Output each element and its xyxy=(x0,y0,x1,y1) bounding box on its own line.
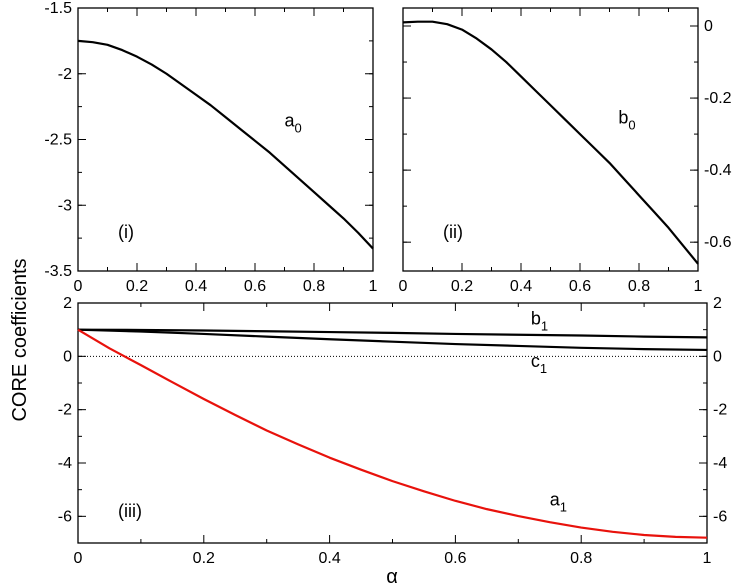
x-tick-label: 0.4 xyxy=(510,278,532,295)
y-tick-label-right: 2 xyxy=(713,295,722,312)
x-tick-label: 0.4 xyxy=(185,278,207,295)
plot-frame xyxy=(77,302,708,544)
series-line-b0 xyxy=(402,20,699,265)
x-tick-label: 1 xyxy=(694,278,703,295)
panel-label: (i) xyxy=(118,222,134,242)
y-tick-label: -2.5 xyxy=(44,132,72,149)
y-tick-label: -3 xyxy=(58,197,72,214)
y-tick-label: -2 xyxy=(58,66,72,83)
y-tick-label-right: -2 xyxy=(713,402,727,419)
y-tick-label: -6 xyxy=(58,508,72,525)
series-label-a0: a0 xyxy=(285,110,302,135)
series-line-c1 xyxy=(77,328,708,352)
panel-3: 0 0.2 0.4 0.6 0.8 1 2 2 0 0 -2 -2 -4 -4 -6 -6 b1 c1 a1 (iii… xyxy=(58,295,728,567)
x-tick-label: 0.6 xyxy=(569,278,591,295)
y-axis-title: CORE coefficients xyxy=(9,258,31,421)
y-tick-label-right: -6 xyxy=(713,508,727,525)
x-tick-label: 0.4 xyxy=(318,550,340,567)
series-line-a0 xyxy=(77,39,374,250)
x-tick-label: 0.8 xyxy=(303,278,325,295)
x-tick-label: 1 xyxy=(703,550,712,567)
y-tick-label: -1.5 xyxy=(44,0,72,17)
series-label-a1: a1 xyxy=(550,490,567,515)
panel-label: (iii) xyxy=(118,501,142,521)
y-tick-label-right: 0 xyxy=(713,348,722,365)
x-tick-label: 0.2 xyxy=(451,278,473,295)
panel-2: 0 0.2 0.4 0.6 0.8 1 0 -0.2 -0.4 -0.6 b0 (ii) xyxy=(399,7,732,295)
y-tick-label: -2 xyxy=(58,402,72,419)
x-tick-label: 0 xyxy=(399,278,408,295)
x-tick-label: 0.6 xyxy=(244,278,266,295)
y-tick-label-right: -0.4 xyxy=(704,162,732,179)
panel-1: 0 0.2 0.4 0.6 0.8 1 -1.5 -2 -2.5 -3 -3.5 a0 (i) xyxy=(44,0,377,295)
x-tick-label: 0.8 xyxy=(570,550,592,567)
panel-label: (ii) xyxy=(443,222,463,242)
x-tick-label: 0.2 xyxy=(193,550,215,567)
series-line-a1 xyxy=(77,328,708,539)
y-tick-label: 0 xyxy=(63,348,72,365)
x-tick-label: 0.8 xyxy=(628,278,650,295)
series-label-b1: b1 xyxy=(531,308,548,333)
x-tick-label: 0 xyxy=(74,550,83,567)
y-tick-label-right: -4 xyxy=(713,455,727,472)
x-tick-label: 0.2 xyxy=(126,278,148,295)
series-line-b1 xyxy=(77,328,708,339)
x-tick-label: 1 xyxy=(369,278,378,295)
y-tick-label-right: 0 xyxy=(704,18,713,35)
x-tick-label: 0 xyxy=(74,278,83,295)
y-tick-label-right: -0.6 xyxy=(704,234,732,251)
y-tick-label: -3.5 xyxy=(44,263,72,280)
x-axis-title: α xyxy=(386,566,398,587)
series-label-b0: b0 xyxy=(618,107,635,132)
y-tick-label-right: -0.2 xyxy=(704,90,732,107)
y-tick-label: 2 xyxy=(63,295,72,312)
series-label-c1: c1 xyxy=(531,351,547,376)
y-tick-label: -4 xyxy=(58,455,72,472)
x-tick-label: 0.6 xyxy=(444,550,466,567)
